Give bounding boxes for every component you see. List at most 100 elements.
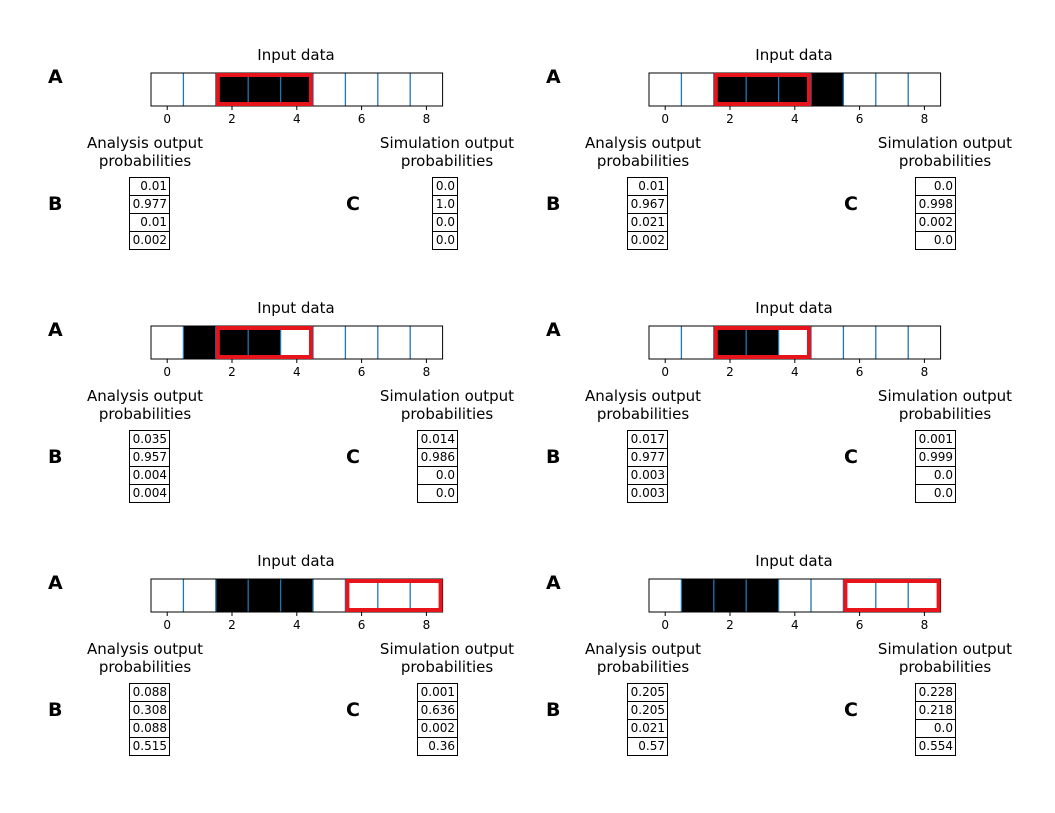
probability-cell: 0.0 — [416, 484, 459, 503]
cell-5 — [313, 579, 346, 612]
cell-2 — [215, 579, 249, 612]
table-row: 0.0 — [416, 484, 459, 503]
x-tick-label-6: 6 — [358, 618, 366, 632]
probability-cell: 0.228 — [914, 683, 957, 702]
cell-2 — [713, 579, 747, 612]
table-row: 0.308 — [128, 701, 171, 720]
table-row: 0.205 — [626, 683, 669, 702]
table-row: 0.0 — [914, 719, 957, 738]
probability-cell: 0.999 — [914, 448, 957, 467]
probability-cell: 0.218 — [914, 701, 957, 720]
table-row: 0.205 — [626, 701, 669, 720]
table-row: 0.001 — [416, 683, 459, 702]
highlight-window — [215, 326, 313, 359]
table-row: 1.0 — [431, 195, 459, 214]
x-tick-label-4: 4 — [791, 112, 799, 126]
x-tick-label-8: 8 — [423, 618, 431, 632]
analysis-table: 0.035 0.957 0.004 0.004 — [128, 430, 171, 503]
analysis-heading-line: probabilities — [98, 152, 192, 170]
panel-label-a: A — [48, 319, 63, 341]
cell-0 — [649, 326, 682, 359]
cell-8 — [410, 73, 443, 106]
simulation-heading-line: probabilities — [400, 152, 494, 170]
cell-0 — [649, 579, 682, 612]
table-row: 0.0 — [431, 213, 459, 232]
table-row: 0.003 — [626, 484, 669, 503]
input-strip: 0 2 4 6 8 — [648, 72, 942, 131]
table-row: 0.0 — [914, 466, 957, 485]
x-tick-label-0: 0 — [661, 618, 669, 632]
panel-5: Input data A B C 0 2 4 6 8 Analysis output probabi… — [0, 550, 520, 800]
table-row: 0.035 — [128, 430, 171, 449]
analysis-heading-line: Analysis output — [86, 387, 204, 405]
panel-2: Input data A B C 0 2 4 6 8 Analysis output probabi… — [498, 44, 1018, 294]
input-strip: 0 2 4 6 8 — [150, 578, 444, 637]
probability-cell: 0.035 — [128, 430, 171, 449]
simulation-table: 0.001 0.999 0.0 0.0 — [914, 430, 957, 503]
table-row: 0.088 — [128, 683, 171, 702]
probability-cell: 0.004 — [128, 484, 171, 503]
x-tick-label-6: 6 — [358, 112, 366, 126]
cell-6 — [345, 73, 378, 106]
cell-5 — [811, 579, 844, 612]
table-row: 0.003 — [626, 466, 669, 485]
input-strip-svg: 0 2 4 6 8 — [648, 72, 942, 126]
probability-cell: 0.0 — [914, 177, 957, 196]
x-tick-label-8: 8 — [921, 112, 929, 126]
analysis-heading-line: probabilities — [596, 405, 690, 423]
x-tick-label-6: 6 — [856, 112, 864, 126]
probability-cell: 0.554 — [914, 737, 957, 756]
simulation-table: 0.014 0.986 0.0 0.0 — [416, 430, 459, 503]
table-row: 0.021 — [626, 719, 669, 738]
strip-title: Input data — [257, 552, 335, 570]
cell-3 — [746, 73, 779, 106]
input-strip-svg: 0 2 4 6 8 — [150, 72, 444, 126]
simulation-heading: Simulation output probabilities — [860, 640, 1030, 676]
table-row: 0.57 — [626, 737, 669, 756]
table-row: 0.977 — [128, 195, 171, 214]
panel-label-b: B — [48, 193, 63, 215]
probability-cell: 0.014 — [416, 430, 459, 449]
probability-cell: 0.01 — [626, 177, 669, 196]
strip-title: Input data — [257, 299, 335, 317]
simulation-heading-line: probabilities — [898, 152, 992, 170]
input-strip-svg: 0 2 4 6 8 — [150, 578, 444, 632]
cell-7 — [377, 579, 411, 612]
x-tick-label-0: 0 — [163, 112, 171, 126]
analysis-heading-line: Analysis output — [584, 387, 702, 405]
panel-label-b: B — [546, 699, 561, 721]
table-row: 0.002 — [626, 231, 669, 250]
analysis-heading-line: Analysis output — [584, 134, 702, 152]
probability-cell: 0.002 — [416, 719, 459, 738]
probability-cell: 0.088 — [128, 719, 171, 738]
probability-cell: 0.57 — [626, 737, 669, 756]
table-row: 0.218 — [914, 701, 957, 720]
simulation-table: 0.0 0.998 0.002 0.0 — [914, 177, 957, 250]
table-row: 0.957 — [128, 448, 171, 467]
analysis-heading: Analysis output probabilities — [568, 134, 718, 170]
analysis-table: 0.088 0.308 0.088 0.515 — [128, 683, 171, 756]
probability-cell: 0.0 — [914, 484, 957, 503]
input-strip: 0 2 4 6 8 — [150, 72, 444, 131]
table-row: 0.002 — [128, 231, 171, 250]
probability-cell: 0.003 — [626, 484, 669, 503]
x-tick-label-6: 6 — [856, 365, 864, 379]
table-row: 0.36 — [416, 737, 459, 756]
probability-cell: 0.515 — [128, 737, 171, 756]
cell-0 — [151, 326, 184, 359]
simulation-heading-line: probabilities — [400, 405, 494, 423]
cell-0 — [151, 73, 184, 106]
cell-7 — [875, 73, 909, 106]
simulation-heading-line: Simulation output — [877, 134, 1013, 152]
cell-1 — [681, 579, 714, 612]
panel-label-b: B — [48, 699, 63, 721]
table-row: 0.0 — [914, 484, 957, 503]
probability-cell: 0.003 — [626, 466, 669, 485]
probability-cell: 1.0 — [431, 195, 459, 214]
cell-4 — [280, 73, 313, 106]
cell-4 — [280, 579, 313, 612]
cell-3 — [248, 326, 281, 359]
analysis-heading: Analysis output probabilities — [70, 134, 220, 170]
simulation-heading-line: Simulation output — [379, 134, 515, 152]
panel-label-a: A — [546, 319, 561, 341]
